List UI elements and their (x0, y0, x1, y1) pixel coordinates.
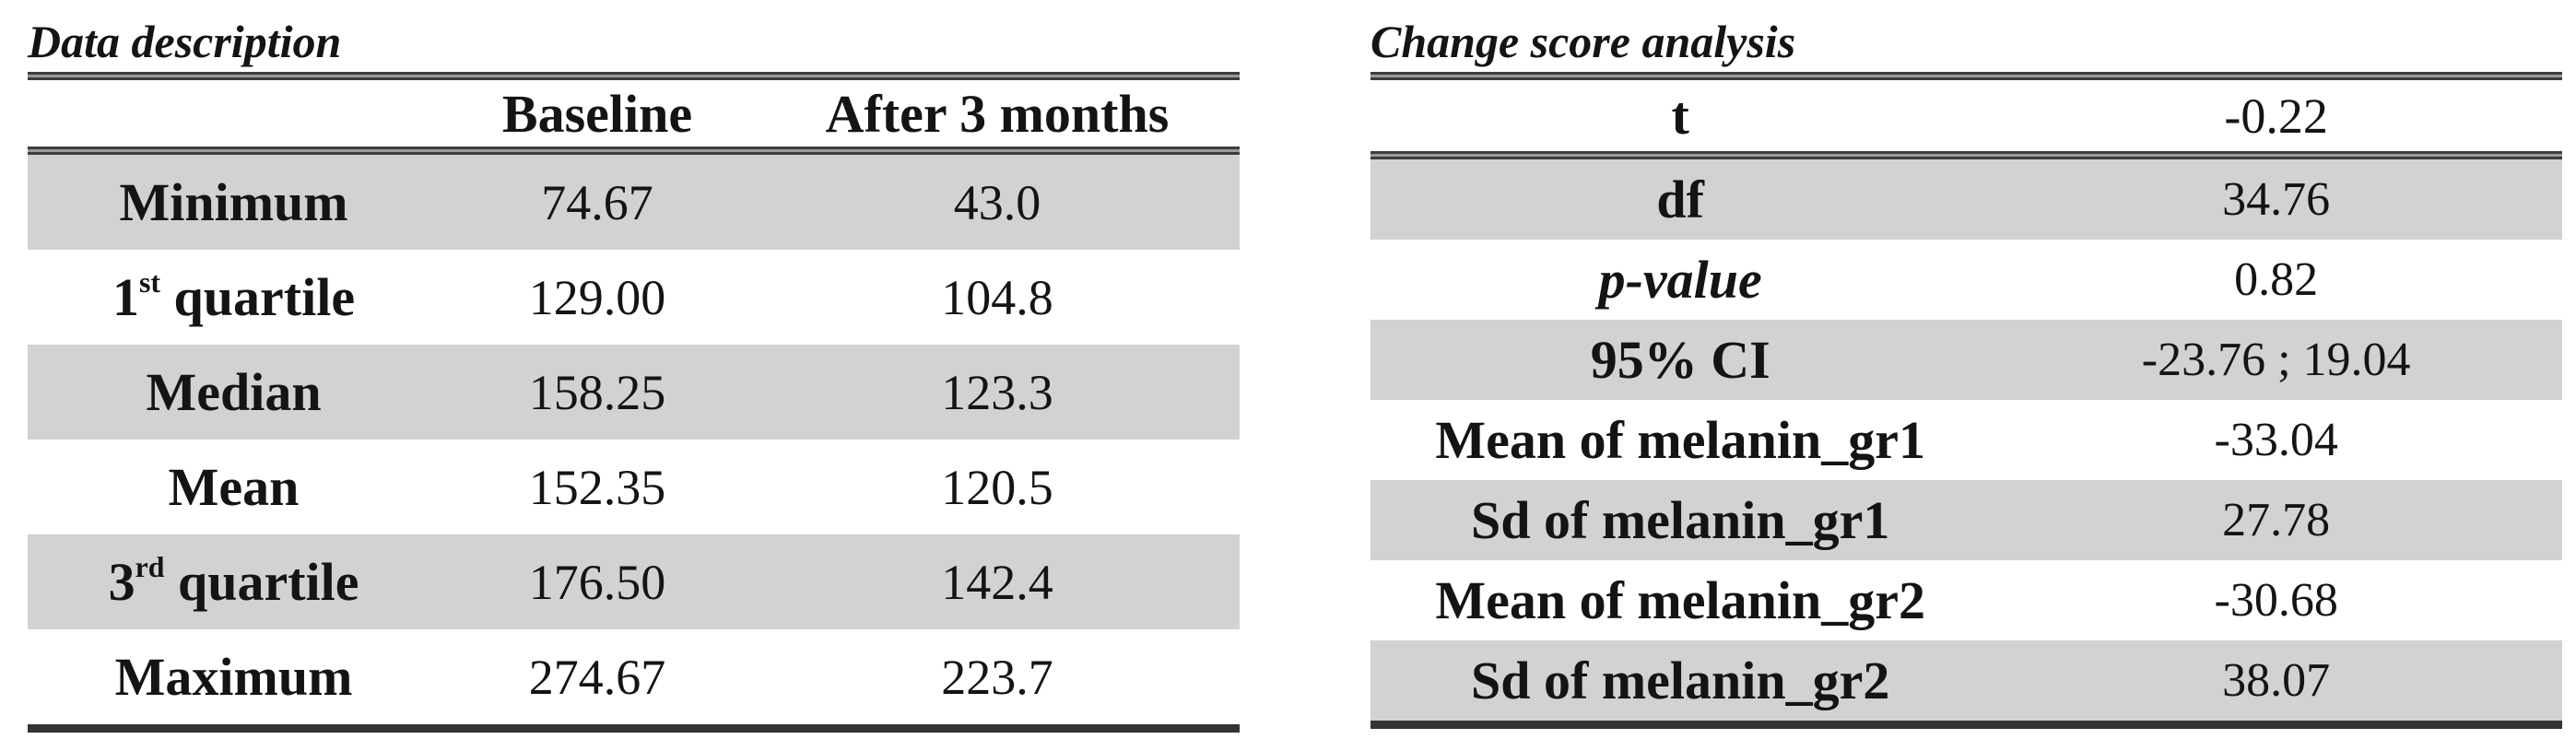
left-header-rule (28, 147, 1240, 155)
row-label: Minimum (119, 172, 348, 232)
baseline-value: 129.00 (528, 269, 666, 325)
left-table-title: Data description (28, 16, 342, 67)
table-row-sd-melanin-gr1: Sd of melanin_gr1 27.78 (1370, 480, 2562, 560)
stat-value: 27.78 (2222, 494, 2331, 546)
row-label: df (1656, 170, 1704, 229)
baseline-value: 176.50 (528, 554, 666, 610)
change-score-analysis-table: Change score analysis t -0.22 df 34.76 p… (1370, 11, 2562, 729)
after-3-months-value: 43.0 (953, 174, 1041, 230)
t-value: -0.22 (2224, 88, 2328, 144)
row-label: Mean of melanin_gr2 (1435, 570, 1925, 630)
after-3-months-value: 104.8 (941, 269, 1053, 325)
baseline-value: 158.25 (528, 364, 666, 420)
right-header-row: t -0.22 (1370, 80, 2562, 151)
table-row-sd-melanin-gr2: Sd of melanin_gr2 38.07 (1370, 640, 2562, 721)
row-label: p-value (1598, 250, 1762, 310)
stat-value: 38.07 (2222, 654, 2331, 707)
row-label: Maximum (114, 647, 353, 707)
row-label: Mean of melanin_gr1 (1435, 410, 1925, 470)
stat-value: -33.04 (2214, 414, 2338, 466)
after-3-months-value: 123.3 (941, 364, 1053, 420)
left-header-row: Baseline After 3 months (28, 80, 1240, 147)
right-top-rule (1370, 72, 2562, 80)
baseline-value: 152.35 (528, 459, 666, 515)
row-label-t: t (1671, 86, 1689, 146)
row-label: 95% CI (1590, 330, 1770, 390)
table-row-median: Median 158.25 123.3 (28, 345, 1240, 440)
row-label: Median (146, 362, 322, 422)
stat-value: -30.68 (2214, 574, 2338, 627)
after-3-months-value: 142.4 (941, 554, 1053, 610)
table-row-df: df 34.76 (1370, 159, 2562, 240)
stat-value: 34.76 (2222, 173, 2331, 226)
left-header-empty (28, 80, 440, 147)
table-row-p-value: p-value 0.82 (1370, 240, 2562, 320)
left-header-after-3-months: After 3 months (825, 83, 1170, 144)
right-bottom-rule (1370, 721, 2562, 729)
right-table-body: df 34.76 p-value 0.82 95% CI -23.76 ; 19… (1370, 159, 2562, 721)
table-row-mean-melanin-gr1: Mean of melanin_gr1 -33.04 (1370, 400, 2562, 480)
stat-value: -23.76 ; 19.04 (2141, 334, 2411, 386)
right-table-title: Change score analysis (1370, 16, 1796, 67)
row-label: Mean (168, 457, 300, 517)
after-3-months-value: 120.5 (941, 459, 1053, 515)
baseline-value: 274.67 (528, 649, 666, 705)
data-description-table: Data description Baseline After 3 months… (28, 11, 1240, 733)
row-label: Sd of melanin_gr2 (1470, 651, 1890, 710)
table-row-95-ci: 95% CI -23.76 ; 19.04 (1370, 320, 2562, 400)
table-row-maximum: Maximum 274.67 223.7 (28, 629, 1240, 724)
stat-value: 0.82 (2234, 253, 2319, 306)
left-header-baseline: Baseline (501, 83, 693, 144)
left-bottom-rule (28, 724, 1240, 733)
right-header-rule (1370, 151, 2562, 159)
baseline-value: 74.67 (541, 174, 653, 230)
after-3-months-value: 223.7 (941, 649, 1053, 705)
table-row-minimum: Minimum 74.67 43.0 (28, 155, 1240, 250)
left-top-rule (28, 72, 1240, 80)
table-row-mean: Mean 152.35 120.5 (28, 440, 1240, 534)
row-label: Sd of melanin_gr1 (1470, 490, 1890, 550)
table-row-mean-melanin-gr2: Mean of melanin_gr2 -30.68 (1370, 560, 2562, 640)
